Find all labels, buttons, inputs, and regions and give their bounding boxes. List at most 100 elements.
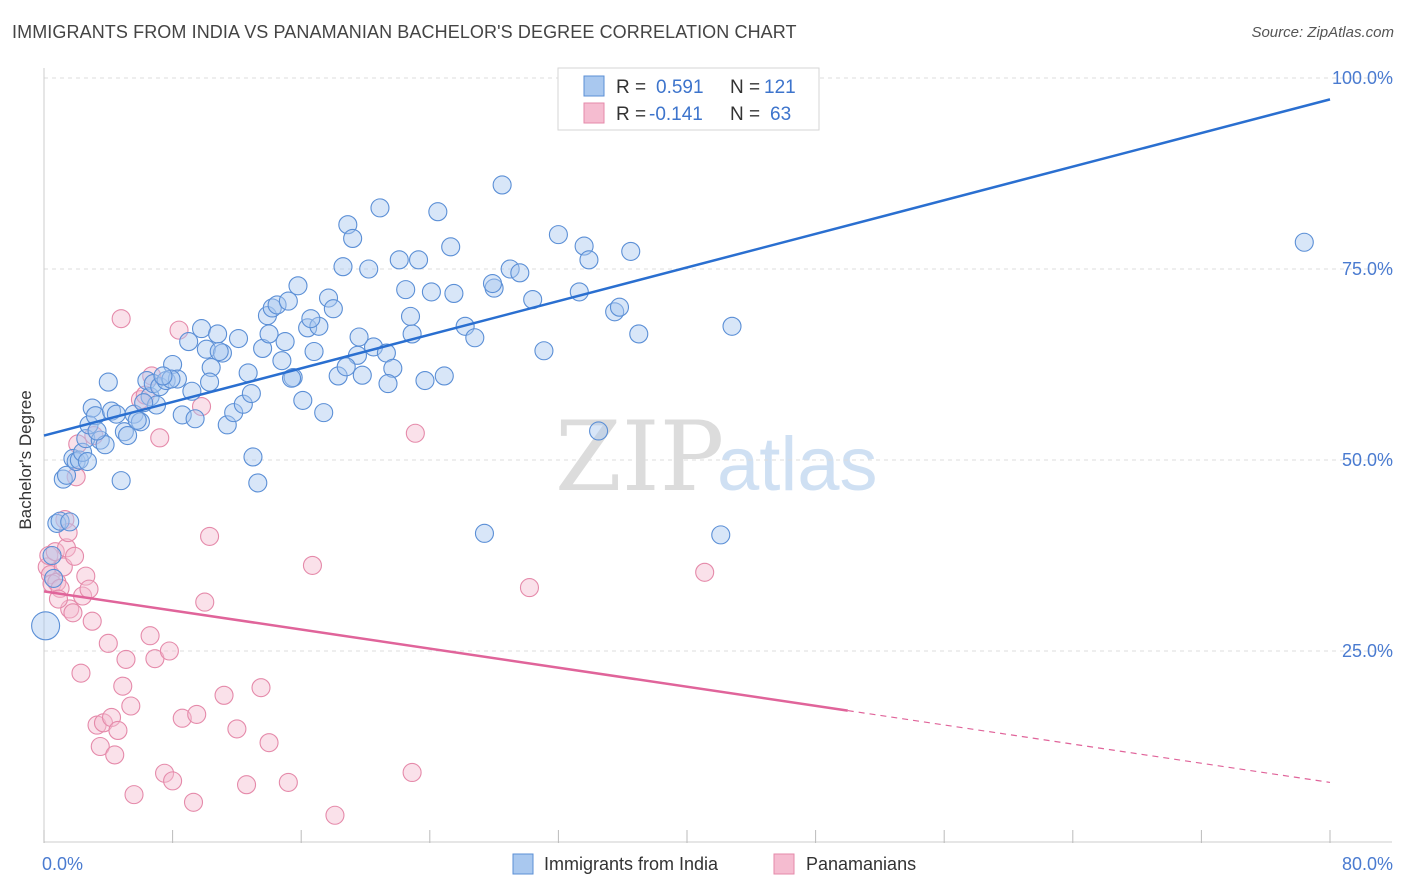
india-point xyxy=(465,328,485,348)
india-point xyxy=(44,568,64,588)
india-point xyxy=(69,450,89,470)
bottom-legend-swatch-panamanians[interactable] xyxy=(773,853,795,875)
x-tick-label: 80.0% xyxy=(1342,854,1393,874)
india-point xyxy=(309,316,329,336)
india-point xyxy=(722,316,742,336)
india-point xyxy=(217,415,237,435)
india-point xyxy=(1294,232,1314,252)
india-trend-line xyxy=(43,98,1331,437)
bottom-legend-panamanians[interactable]: Panamanians xyxy=(806,854,916,874)
india-point xyxy=(621,241,641,261)
india-point xyxy=(191,319,212,339)
bottom-legend-swatch-india[interactable] xyxy=(512,853,534,875)
panamanians-point xyxy=(63,603,83,623)
india-point xyxy=(408,250,429,270)
panamanians-point xyxy=(519,578,540,598)
india-points xyxy=(31,175,1314,641)
panamanians-point xyxy=(90,736,110,757)
panamanians-point xyxy=(71,663,91,683)
india-point xyxy=(209,341,229,362)
panamanians-point xyxy=(278,772,298,792)
panamanians-point xyxy=(64,546,85,566)
india-point xyxy=(396,280,416,300)
panamanians-point xyxy=(200,526,220,546)
panamanians-point xyxy=(124,785,144,805)
panamanians-point xyxy=(108,720,128,741)
india-point xyxy=(500,259,520,279)
india-point xyxy=(304,341,324,362)
legend-r-value-2: -0.141 xyxy=(649,104,703,125)
panamanians-point xyxy=(163,771,183,791)
india-point xyxy=(352,365,372,385)
panamanians-point xyxy=(405,423,425,443)
panamanians-point xyxy=(155,763,175,783)
india-point xyxy=(201,358,221,378)
chart-title: IMMIGRANTS FROM INDIA VS PANAMANIAN BACH… xyxy=(12,22,797,42)
axes xyxy=(43,68,1392,843)
panamanians-point xyxy=(113,676,133,696)
india-point xyxy=(482,273,503,294)
india-point xyxy=(711,525,731,545)
india-point xyxy=(63,448,83,469)
legend-n-label-2: N = xyxy=(730,104,760,125)
india-point xyxy=(272,351,292,371)
watermark-atlas: atlas xyxy=(717,422,878,507)
panamanians-point xyxy=(259,733,279,753)
panamanians-point xyxy=(195,592,215,612)
india-point xyxy=(56,465,77,485)
india-point xyxy=(534,341,554,361)
india-point xyxy=(359,259,379,279)
panamanians-trend-line xyxy=(43,590,848,712)
panamanians-point xyxy=(251,678,271,698)
india-point xyxy=(629,324,649,344)
india-point xyxy=(31,611,61,641)
india-point xyxy=(370,198,390,218)
panamanians-point xyxy=(187,704,207,724)
india-point xyxy=(153,366,173,386)
watermark-zip: ZIP xyxy=(555,401,724,513)
india-point xyxy=(212,343,232,363)
legend-r-label-1: R = xyxy=(616,77,646,98)
panamanians-point xyxy=(105,745,125,765)
india-point xyxy=(82,398,102,418)
bottom-legend-india[interactable]: Immigrants from India xyxy=(544,854,719,874)
india-point xyxy=(421,282,441,302)
india-point xyxy=(233,394,253,414)
panamanians-point xyxy=(116,649,136,669)
india-point xyxy=(400,306,421,326)
panamanians-point xyxy=(111,309,131,329)
india-point xyxy=(318,288,339,308)
india-point xyxy=(228,328,249,349)
india-point xyxy=(243,447,263,467)
panamanians-point xyxy=(172,708,192,728)
india-point xyxy=(87,421,107,441)
india-point xyxy=(492,175,512,195)
india-point xyxy=(301,309,321,329)
y-tick-label: 75.0% xyxy=(1342,259,1393,279)
india-point xyxy=(283,367,303,388)
india-point xyxy=(510,263,530,283)
panamanians-point xyxy=(121,696,141,716)
panamanians-point xyxy=(79,579,99,599)
india-point xyxy=(130,412,150,432)
india-point xyxy=(98,372,118,392)
india-point xyxy=(60,512,80,532)
y-tick-label: 50.0% xyxy=(1342,450,1393,470)
panamanians-point xyxy=(695,562,715,582)
india-point xyxy=(389,250,409,270)
india-point xyxy=(278,291,298,311)
legend-n-label-1: N = xyxy=(730,77,760,98)
india-point xyxy=(118,426,138,446)
source-credit: Source: ZipAtlas.com xyxy=(1251,24,1394,41)
india-point xyxy=(179,332,199,352)
legend-n-value-1: 121 xyxy=(764,77,796,98)
panamanians-point xyxy=(302,555,323,575)
india-point xyxy=(343,228,363,248)
india-point xyxy=(589,421,609,441)
india-point xyxy=(288,276,308,296)
india-point xyxy=(579,250,599,270)
india-point xyxy=(248,473,268,493)
panamanians-point xyxy=(183,792,204,812)
legend-swatch-panamanians xyxy=(583,102,605,124)
panamanians-point xyxy=(45,542,65,562)
